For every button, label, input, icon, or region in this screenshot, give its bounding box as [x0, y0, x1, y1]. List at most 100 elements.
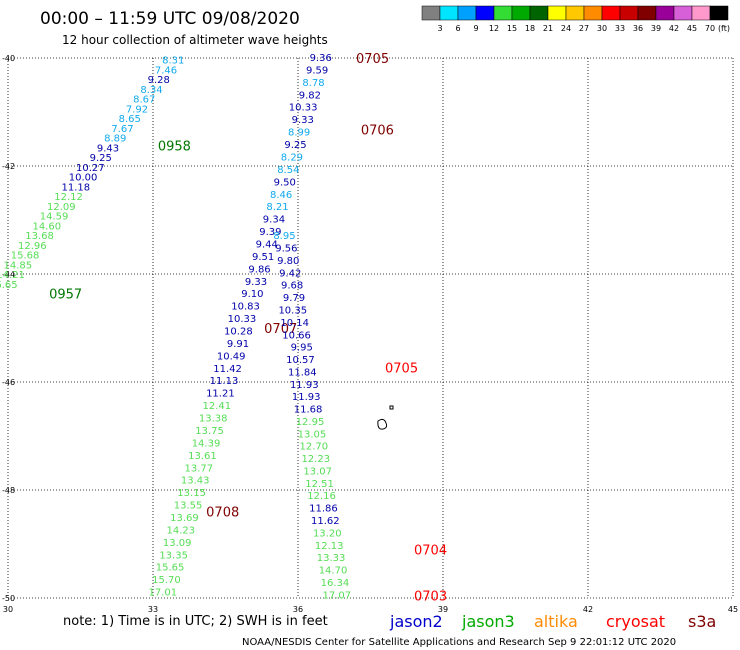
swh-value: 9.10 [241, 289, 263, 300]
swh-value: 12.96 [18, 241, 47, 252]
y-tick-label: -42 [2, 162, 15, 171]
swh-value: 9.42 [279, 268, 301, 279]
swh-value: 13.33 [317, 553, 346, 564]
colorbar-swatch [529, 5, 549, 21]
swh-value: 14.60 [33, 221, 62, 232]
swh-value: 8.99 [288, 128, 310, 139]
swh-value: 9.59 [306, 65, 328, 76]
swh-value: 16.65 [0, 280, 18, 291]
islet-shape [389, 405, 394, 410]
mission-label: cryosat [606, 612, 665, 631]
swh-value: 14.85 [4, 260, 33, 271]
x-tick-label: 36 [293, 605, 303, 614]
swh-value: 8.31 [162, 56, 184, 67]
swh-value: 9.44 [256, 239, 278, 250]
colorbar-label: 6 [455, 24, 460, 33]
swh-value: 10.28 [224, 327, 253, 338]
swh-value: 9.28 [148, 75, 170, 86]
island-shape [377, 418, 388, 430]
swh-value: 13.38 [199, 414, 228, 425]
colorbar-label: 15 [507, 24, 517, 33]
pass-time-label: 0704 [414, 543, 447, 558]
colorbar-swatch [691, 5, 711, 21]
mission-legend: jason2 jason3 altika cryosat s3a [389, 612, 716, 631]
grid [7, 57, 734, 599]
swh-value: 13.75 [195, 426, 224, 437]
colorbar-label: 27 [579, 24, 589, 33]
swh-value: 8.95 [273, 231, 295, 242]
pass-time-label: 0705 [385, 361, 418, 376]
swh-value: 10.49 [217, 351, 246, 362]
swh-value: 8.65 [119, 114, 141, 125]
swh-value: 9.56 [275, 244, 297, 255]
plot-background [8, 58, 733, 598]
swh-value: 14.23 [167, 525, 196, 536]
swh-value: 12.70 [300, 442, 329, 453]
y-tick-label: -40 [2, 54, 15, 63]
swh-value: 13.55 [174, 501, 203, 512]
colorbar-swatch [457, 5, 477, 21]
colorbar-unit: (ft) [718, 24, 730, 33]
swh-value: 12.13 [315, 541, 344, 552]
swh-value: 7.92 [126, 104, 148, 115]
swh-value: 9.43 [97, 143, 119, 154]
swh-value: 10.27 [76, 163, 105, 174]
swh-value: 9.91 [227, 339, 249, 350]
swh-value: 9.33 [292, 115, 314, 126]
swh-value: 11.13 [210, 376, 239, 387]
colorbar-label: 21 [543, 24, 553, 33]
swh-value: 17.01 [149, 588, 178, 599]
swh-value: 15.65 [156, 563, 185, 574]
swh-value: 13.20 [313, 528, 342, 539]
colorbar-swatch [565, 5, 585, 21]
swh-value: 8.34 [140, 85, 162, 96]
swh-value: 8.46 [270, 190, 292, 201]
colorbar-swatch [511, 5, 531, 21]
swh-value: 12.16 [307, 491, 336, 502]
colorbar-label: 12 [489, 24, 499, 33]
mission-label: s3a [688, 612, 716, 631]
colorbar-swatch [475, 5, 495, 21]
colorbar-swatch [619, 5, 639, 21]
x-tick-label: 39 [438, 605, 448, 614]
swh-value: 13.61 [188, 451, 217, 462]
swh-value: 9.25 [90, 153, 112, 164]
swh-value: 10.57 [286, 355, 315, 366]
colorbar-swatch [493, 5, 513, 21]
colorbar-label: 33 [615, 24, 625, 33]
colorbar-swatch [655, 5, 675, 21]
swh-value: 8.21 [266, 202, 288, 213]
swh-value: 12.09 [47, 202, 76, 213]
swh-value: 12.23 [301, 454, 330, 465]
swh-value: 10.35 [278, 305, 307, 316]
pass-time-label: 0707 [264, 322, 297, 337]
swh-value: 9.95 [291, 343, 313, 354]
colorbar-label: 36 [633, 24, 643, 33]
swh-value: 9.33 [245, 277, 267, 288]
swh-value: 9.51 [252, 252, 274, 263]
swh-value: 13.69 [170, 513, 199, 524]
swh-value: 10.00 [69, 173, 98, 184]
colorbar-swatch [673, 5, 693, 21]
swh-value: 9.80 [277, 256, 299, 267]
colorbar-swatch [637, 5, 657, 21]
swh-value: 9.82 [299, 90, 321, 101]
swh-value: 11.68 [294, 405, 323, 416]
swh-value: 12.95 [296, 417, 325, 428]
swh-value: 9.79 [283, 293, 305, 304]
swh-value: 14.70 [319, 566, 348, 577]
colorbar-label: 45 [687, 24, 697, 33]
swh-value: 13.07 [303, 466, 332, 477]
coastline-island [377, 405, 394, 430]
swh-value: 15.70 [152, 575, 181, 586]
swh-value: 8.89 [104, 134, 126, 145]
swh-value: 10.33 [228, 314, 257, 325]
pass-time-label: 0708 [206, 506, 239, 521]
swh-value: 11.21 [206, 389, 235, 400]
swh-value: 9.68 [281, 281, 303, 292]
mission-label: altika [534, 612, 578, 631]
swh-value: 14.59 [40, 212, 69, 223]
colorbar-label: 18 [525, 24, 535, 33]
swh-value: 13.15 [177, 488, 206, 499]
